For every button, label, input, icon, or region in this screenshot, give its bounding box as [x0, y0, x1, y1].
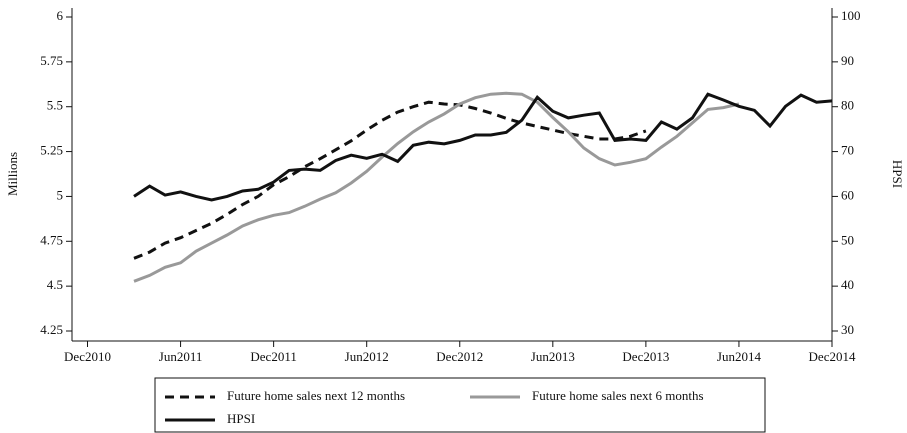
legend-label: HPSI	[227, 411, 255, 426]
x-tick-label: Jun2012	[345, 349, 389, 364]
x-tick-label: Dec2010	[64, 349, 111, 364]
x-tick-label: Dec2012	[436, 349, 483, 364]
y2-tick-label: 60	[841, 187, 854, 202]
series-line	[133, 100, 647, 260]
y2-tick-label: 100	[841, 8, 861, 23]
y-axis-label: Millions	[5, 152, 20, 196]
y-tick-label: 4.25	[40, 322, 63, 337]
y2-axis-label: HPSI	[890, 160, 905, 188]
y2-tick-label: 50	[841, 232, 854, 247]
y-tick-label: 5	[57, 187, 64, 202]
y2-tick-label: 30	[841, 322, 854, 337]
y2-tick-label: 70	[841, 143, 854, 158]
legend-label: Future home sales next 12 months	[227, 388, 405, 403]
legend-label: Future home sales next 6 months	[532, 388, 704, 403]
x-tick-label: Dec2011	[250, 349, 296, 364]
y-tick-label: 5.75	[40, 53, 63, 68]
x-tick-label: Dec2013	[622, 349, 669, 364]
x-tick-label: Jun2013	[531, 349, 575, 364]
x-tick-label: Dec2014	[809, 349, 856, 364]
y-tick-label: 5.5	[47, 98, 63, 113]
legend-box	[154, 377, 766, 433]
y-tick-label: 4.75	[40, 232, 63, 247]
x-tick-label: Jun2011	[159, 349, 203, 364]
y-tick-label: 4.5	[47, 277, 63, 292]
series-line	[133, 91, 740, 283]
y2-tick-label: 90	[841, 53, 854, 68]
y-tick-label: 5.25	[40, 143, 63, 158]
y2-tick-label: 40	[841, 277, 854, 292]
y-tick-label: 6	[57, 8, 64, 23]
series-line	[133, 92, 833, 202]
x-tick-label: Jun2014	[717, 349, 762, 364]
y2-tick-label: 80	[841, 98, 854, 113]
